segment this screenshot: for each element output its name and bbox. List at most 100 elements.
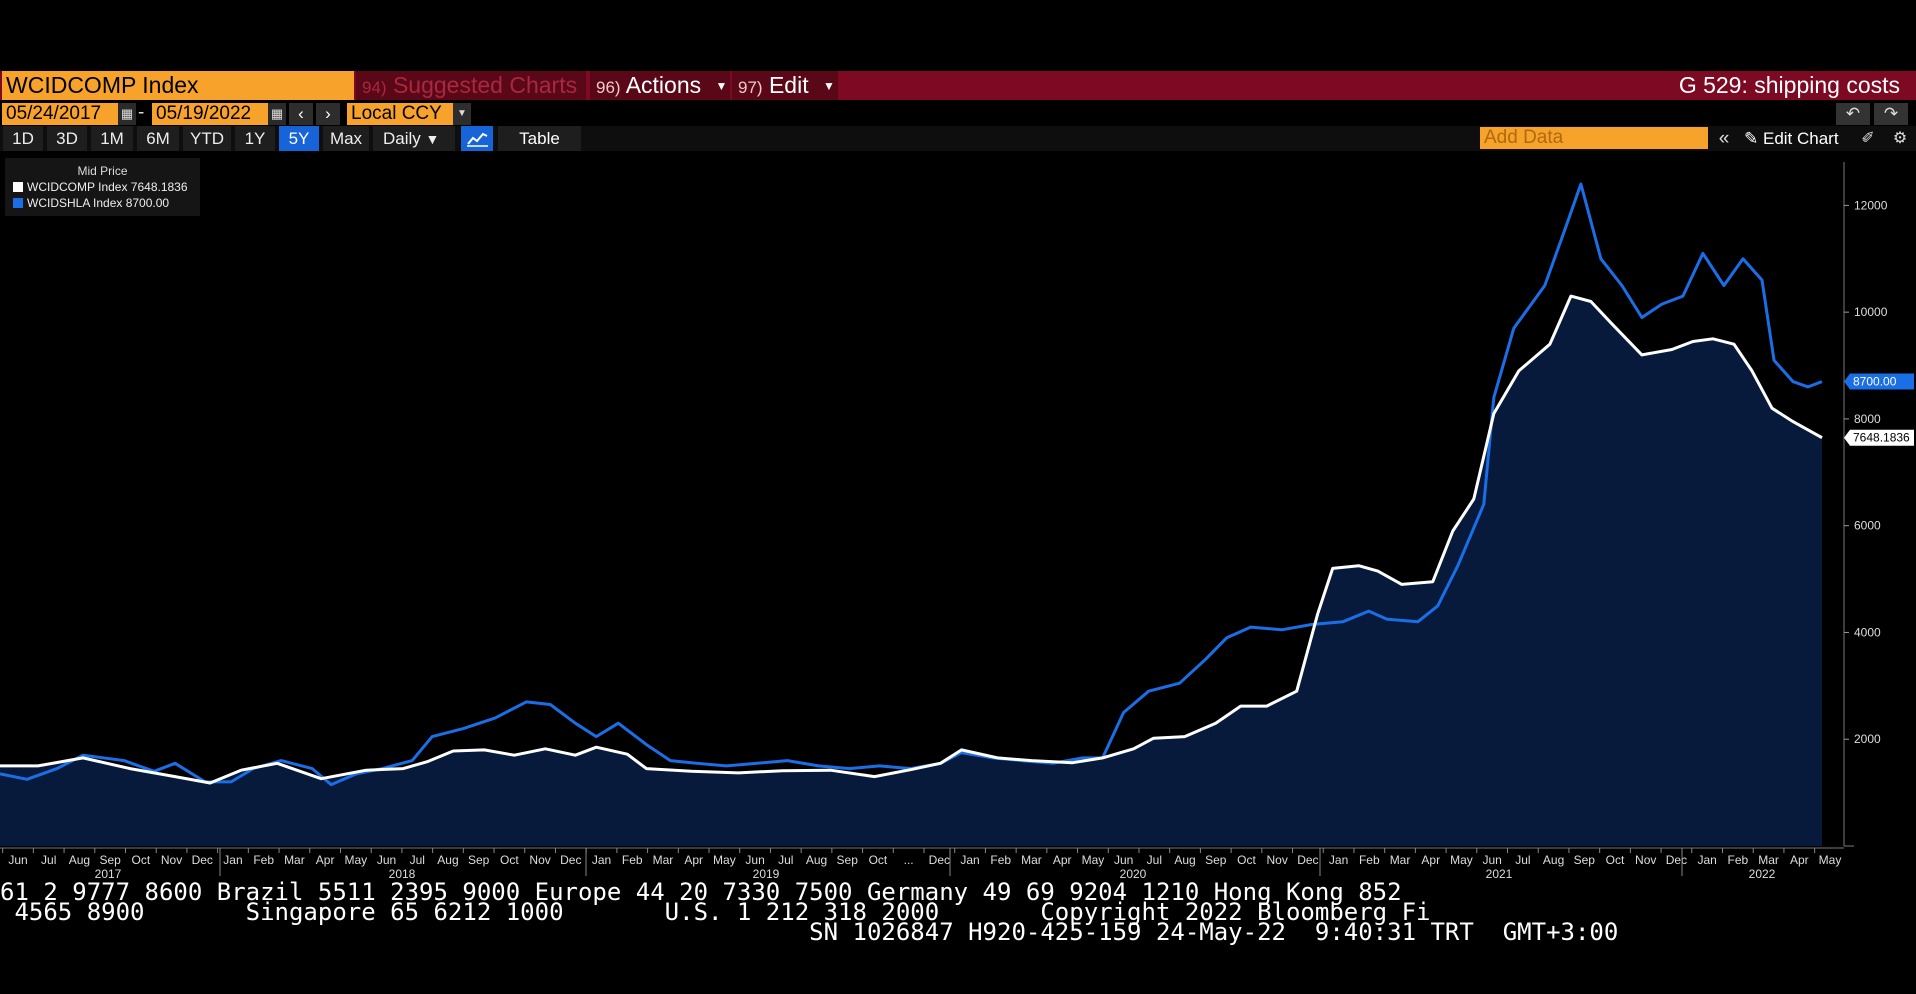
x-month-label: Nov [1635, 853, 1656, 867]
x-month-label: Feb [1359, 853, 1380, 867]
suggested-charts-label: Suggested Charts [392, 72, 578, 98]
legend-swatch [13, 198, 23, 208]
x-month-label: Dec [1666, 853, 1687, 867]
area-fill [0, 296, 1822, 847]
range-max-button[interactable]: Max [323, 126, 369, 151]
end-date-input[interactable]: 05/19/2022 [152, 103, 268, 125]
edit-chart-button[interactable]: ✎ Edit Chart [1744, 126, 1839, 151]
range-1d-button[interactable]: 1D [3, 126, 43, 151]
undo-icon[interactable]: ↶ [1836, 103, 1870, 125]
x-month-label: Aug [806, 853, 827, 867]
x-month-label: Sep [837, 853, 859, 867]
x-year-label: 2022 [1749, 867, 1776, 881]
calendar-icon[interactable]: ▦ [118, 103, 136, 125]
frequency-select[interactable]: Daily ▼ [373, 126, 455, 151]
edit-number: 97) [738, 78, 763, 97]
chevron-left-icon[interactable]: ‹ [289, 103, 313, 125]
x-month-label: Oct [1606, 853, 1625, 867]
x-month-label: Mar [284, 853, 305, 867]
area-wcidcomp [0, 296, 1822, 847]
x-month-label: Mar [1021, 853, 1042, 867]
x-month-label: Feb [253, 853, 274, 867]
x-month-label: Sep [468, 853, 490, 867]
x-month-label: Jul [41, 853, 56, 867]
x-month-label: May [713, 853, 736, 867]
x-month-label: May [1082, 853, 1105, 867]
x-month-label: Aug [69, 853, 90, 867]
last-value-badge [1844, 429, 1914, 446]
table-view-button[interactable]: Table [498, 126, 581, 151]
x-month-label: Mar [1758, 853, 1779, 867]
range-1y-button[interactable]: 1Y [235, 126, 275, 151]
x-month-label: Oct [132, 853, 151, 867]
x-month-label: Dec [192, 853, 213, 867]
chart-title: G 529: shipping costs [1678, 72, 1900, 98]
x-year-label: 2019 [753, 867, 780, 881]
add-data-input[interactable] [1480, 127, 1708, 149]
x-month-label: Apr [316, 853, 335, 867]
chevron-right-icon[interactable]: › [316, 103, 340, 125]
range-ytd-button[interactable]: YTD [183, 126, 231, 151]
x-month-label: Feb [622, 853, 643, 867]
x-month-label: Jan [223, 853, 242, 867]
actions-menu-button[interactable]: 96) Actions ▼ [590, 71, 730, 100]
x-month-label: Feb [990, 853, 1011, 867]
chart-settings-icon[interactable]: ✐ [1861, 130, 1875, 147]
last-value-label: 7648.1836 [1853, 431, 1910, 445]
x-month-label: Jan [592, 853, 611, 867]
x-month-label: Jan [1329, 853, 1348, 867]
x-month-label: Apr [1790, 853, 1809, 867]
last-value-badge [1844, 373, 1914, 390]
calendar-icon[interactable]: ▦ [268, 103, 286, 125]
legend-title: Mid Price [77, 164, 128, 178]
currency-select[interactable]: Local CCY [347, 103, 453, 125]
legend-item-wcidcomp[interactable]: WCIDCOMP Index 7648.1836 [13, 180, 188, 194]
y-tick-label: 10000 [1854, 305, 1888, 319]
legend-label: WCIDCOMP Index 7648.1836 [27, 180, 188, 194]
x-month-label: Jun [1114, 853, 1133, 867]
ticker-field[interactable]: WCIDCOMP Index [2, 71, 354, 100]
x-month-label: Nov [529, 853, 550, 867]
double-chevron-left-icon[interactable]: « [1718, 128, 1730, 149]
last-value-label: 8700.00 [1853, 375, 1897, 389]
range-1m-button[interactable]: 1M [91, 126, 133, 151]
x-month-label: Apr [1421, 853, 1440, 867]
x-month-label: Aug [437, 853, 458, 867]
series-line-wcidcomp [0, 294, 1823, 785]
x-month-label: Feb [1728, 853, 1749, 867]
legend-label: WCIDSHLA Index 8700.00 [27, 196, 170, 210]
frequency-label: Daily [383, 129, 421, 148]
start-date-input[interactable]: 05/24/2017 [2, 103, 118, 125]
x-month-label: Jul [410, 853, 425, 867]
price-chart: 2000 4000 6000 8000 10000 12000 8700.00 7648.18… [0, 162, 1914, 881]
x-year-label: 2020 [1120, 867, 1147, 881]
redo-icon[interactable]: ↷ [1874, 103, 1908, 125]
range-6m-button[interactable]: 6M [137, 126, 179, 151]
edit-menu-button[interactable]: 97) Edit ▼ [732, 71, 838, 100]
x-month-label: Jan [1697, 853, 1716, 867]
legend-item-wcidshla[interactable]: WCIDSHLA Index 8700.00 [13, 196, 169, 210]
x-month-label: Jan [960, 853, 979, 867]
y-tick-label: 8000 [1854, 412, 1881, 426]
range-3d-button[interactable]: 3D [47, 126, 87, 151]
caret-down-icon: ▼ [823, 79, 835, 94]
pencil-icon: ✎ [1744, 129, 1759, 148]
actions-number: 96) [596, 78, 621, 97]
caret-down-icon[interactable]: ▼ [453, 103, 471, 125]
legend[interactable]: Mid Price WCIDCOMP Index 7648.1836 WCIDS… [5, 158, 200, 216]
date-separator: - [138, 102, 145, 123]
x-month-label: Mar [1390, 853, 1411, 867]
range-5y-button[interactable]: 5Y [279, 126, 319, 151]
x-month-label: Jun [1482, 853, 1501, 867]
y-tick-label: 12000 [1854, 198, 1888, 212]
gear-icon[interactable]: ⚙ [1892, 130, 1908, 147]
axes: 2000 4000 6000 8000 10000 12000 8700.00 7648.18… [0, 162, 1914, 881]
line-chart-icon[interactable] [461, 126, 493, 151]
x-month-label: Jul [778, 853, 793, 867]
suggested-charts-button[interactable]: 94) Suggested Charts [356, 71, 586, 100]
x-month-label: Jun [8, 853, 27, 867]
edit-chart-label: Edit Chart [1762, 129, 1839, 148]
x-month-label: Sep [1574, 853, 1596, 867]
caret-down-icon: ▼ [425, 131, 440, 147]
x-month-label: Nov [1267, 853, 1288, 867]
